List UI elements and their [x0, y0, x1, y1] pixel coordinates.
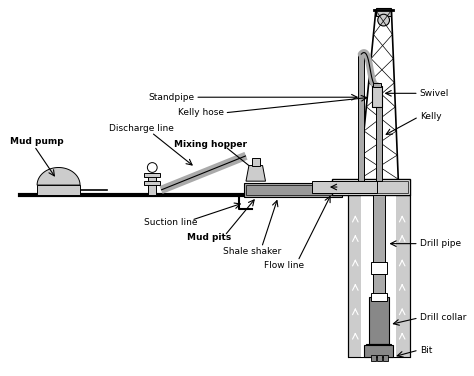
Bar [347, 195, 410, 357]
Bar [358, 54, 364, 181]
Text: Drill collar: Drill collar [420, 313, 466, 322]
Text: Kelly hose: Kelly hose [178, 108, 224, 117]
Bar [376, 8, 392, 16]
Bar [145, 181, 160, 185]
Bar [366, 344, 392, 349]
Bar [376, 107, 382, 181]
Bar [371, 355, 376, 361]
Text: Standpipe: Standpipe [148, 93, 194, 102]
Bar [332, 179, 410, 195]
Text: Mud pump: Mud pump [10, 136, 64, 146]
Bar [371, 262, 387, 274]
Text: Flow line: Flow line [264, 261, 304, 270]
Circle shape [378, 14, 390, 26]
Bar [364, 345, 393, 357]
Text: Suction line: Suction line [145, 218, 198, 227]
Text: Bit: Bit [420, 346, 432, 355]
Bar [361, 195, 396, 357]
Bar [377, 355, 382, 361]
Bar [244, 183, 342, 197]
Bar [145, 173, 160, 177]
Text: Discharge line: Discharge line [109, 124, 174, 133]
Text: Shale shaker: Shale shaker [223, 247, 281, 256]
Bar [37, 185, 80, 195]
Bar [252, 158, 260, 165]
Bar [373, 83, 381, 88]
Bar [373, 274, 384, 297]
Bar [246, 185, 340, 195]
Polygon shape [37, 167, 80, 185]
Bar [334, 181, 408, 193]
Bar [373, 195, 384, 297]
Text: Mud pits: Mud pits [187, 233, 232, 242]
Circle shape [147, 163, 157, 172]
Bar [369, 297, 389, 344]
Text: Mixing hopper: Mixing hopper [174, 139, 247, 149]
Text: Drill pipe: Drill pipe [420, 239, 461, 248]
Text: Swivel: Swivel [420, 89, 449, 98]
Bar [372, 85, 382, 107]
Text: Kelly: Kelly [420, 112, 441, 121]
Bar [148, 173, 156, 195]
Bar [383, 355, 388, 361]
Bar [371, 293, 387, 301]
Bar [312, 181, 377, 193]
Polygon shape [246, 165, 265, 181]
